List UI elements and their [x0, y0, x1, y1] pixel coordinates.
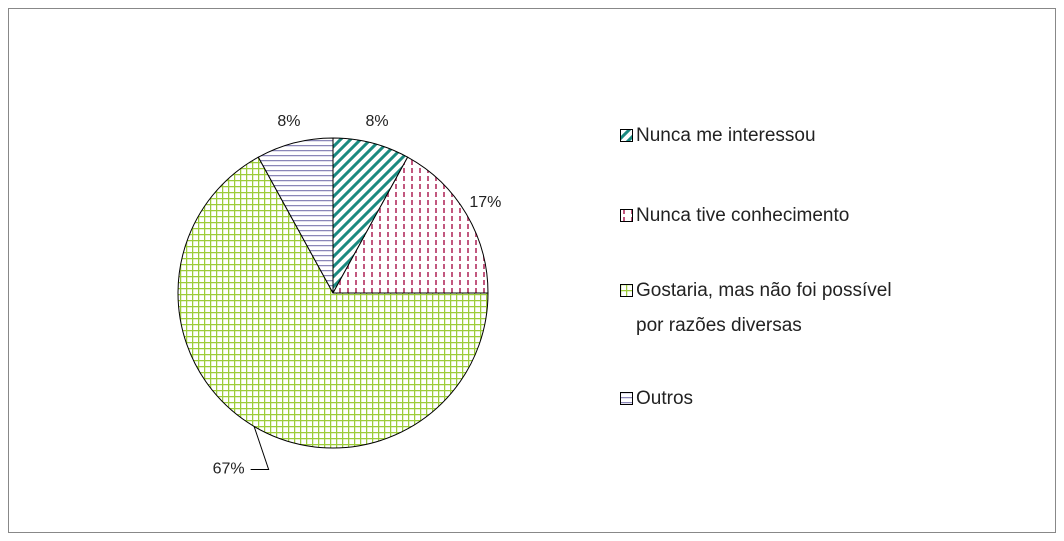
legend-swatch [620, 284, 633, 297]
legend-swatch [620, 129, 633, 142]
legend-item: Outros [620, 381, 920, 416]
legend-label: Gostaria, mas não foi possível por razõe… [636, 280, 892, 336]
legend-swatch [620, 209, 633, 222]
data-label: 17% [469, 194, 501, 211]
data-label: 67% [213, 461, 245, 478]
legend-item: Nunca tive conhecimento [620, 198, 920, 233]
legend-label: Outros [636, 388, 694, 409]
pie-slice [257, 137, 334, 294]
legend: Nunca me interessou Nunca tive conhecimen… [620, 118, 920, 416]
pie-slice [177, 156, 489, 449]
data-label: 8% [277, 113, 300, 130]
legend-item: Nunca me interessou [620, 118, 920, 153]
legend-swatch [620, 392, 633, 405]
data-label: 8% [365, 113, 388, 130]
legend-label: Nunca tive conhecimento [636, 205, 850, 226]
pie-slice [332, 156, 489, 294]
leader-line [250, 426, 270, 470]
legend-item: Gostaria, mas não foi possível por razõe… [620, 273, 920, 343]
legend-label: Nunca me interessou [636, 125, 816, 146]
